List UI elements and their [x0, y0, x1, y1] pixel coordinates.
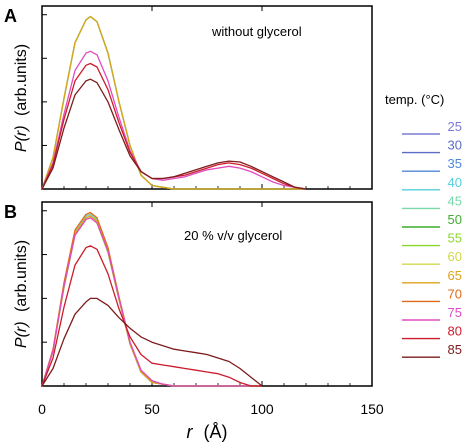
x-axis-label: r (Å)	[186, 422, 227, 442]
panel-a-series	[41, 15, 307, 190]
panel-b-series	[41, 211, 263, 387]
svg-text:P(r) (arb.units): P(r) (arb.units)	[13, 240, 30, 348]
panel-b-ylabel-main: P(r)	[13, 321, 30, 348]
legend-title: temp. (°C)	[385, 92, 444, 107]
legend-label-55: 55	[448, 231, 462, 246]
panel-a-series-25	[41, 15, 306, 190]
panel-a-series-65	[41, 15, 306, 190]
legend: temp. (°C) 25 30 35 40 45 50 55 60 65 70 75 80 85	[385, 92, 462, 358]
panel-b-ylabel: P(r) (arb.units)	[13, 240, 30, 348]
panel-a-series-55	[41, 15, 306, 190]
panel-a-ylabel: P(r) (arb.units)	[13, 44, 30, 152]
legend-label-85: 85	[448, 342, 462, 357]
panel-a-label: A	[4, 6, 17, 26]
legend-label-50: 50	[448, 212, 462, 227]
panel-a-ylabel-unit: (arb.units)	[13, 44, 30, 116]
panel-a-series-45	[41, 15, 306, 190]
panel-b-axis-ticks	[41, 202, 373, 386]
x-tick-label: 0	[38, 401, 46, 417]
panel-a-frame	[41, 5, 373, 190]
legend-label-45: 45	[448, 193, 462, 208]
legend-label-70: 70	[448, 286, 462, 301]
panel-a-axis-ticks	[41, 6, 373, 189]
panel-a-ylabel-main: P(r)	[13, 125, 30, 152]
x-tick-label: 100	[250, 401, 274, 417]
panel-b-series-80	[41, 245, 262, 387]
legend-label-75: 75	[448, 305, 462, 320]
panel-b-ylabel-unit: (arb.units)	[13, 240, 30, 312]
x-tick-labels: 0 50 100 150	[38, 401, 384, 417]
x-axis-label-main: r	[186, 422, 193, 442]
panel-a: A without glycerol P(r) (arb.units)	[4, 5, 373, 190]
panel-a-series-85	[41, 78, 307, 190]
panel-b-series-85	[41, 297, 263, 387]
panel-b-annotation: 20 % v/v glycerol	[184, 228, 282, 243]
legend-label-40: 40	[448, 175, 462, 190]
panel-a-series-75	[41, 50, 307, 190]
panel-a-annotation: without glycerol	[211, 24, 302, 39]
panel-b-series-75	[41, 217, 262, 387]
svg-text:P(r) (arb.units): P(r) (arb.units)	[13, 44, 30, 152]
legend-label-65: 65	[448, 268, 462, 283]
panel-b-series-55	[41, 217, 262, 387]
legend-label-80: 80	[448, 324, 462, 339]
x-tick-label: 50	[144, 401, 160, 417]
legend-label-30: 30	[448, 138, 462, 153]
legend-label-60: 60	[448, 249, 462, 264]
panel-b-label: B	[4, 202, 17, 222]
x-axis-label-unit: (Å)	[204, 422, 228, 442]
legend-label-25: 25	[448, 119, 462, 134]
panel-b: B 20 % v/v glycerol P(r) (arb.units)	[4, 201, 373, 387]
x-tick-label: 150	[360, 401, 384, 417]
panel-a-series-80	[41, 62, 307, 190]
legend-label-35: 35	[448, 156, 462, 171]
